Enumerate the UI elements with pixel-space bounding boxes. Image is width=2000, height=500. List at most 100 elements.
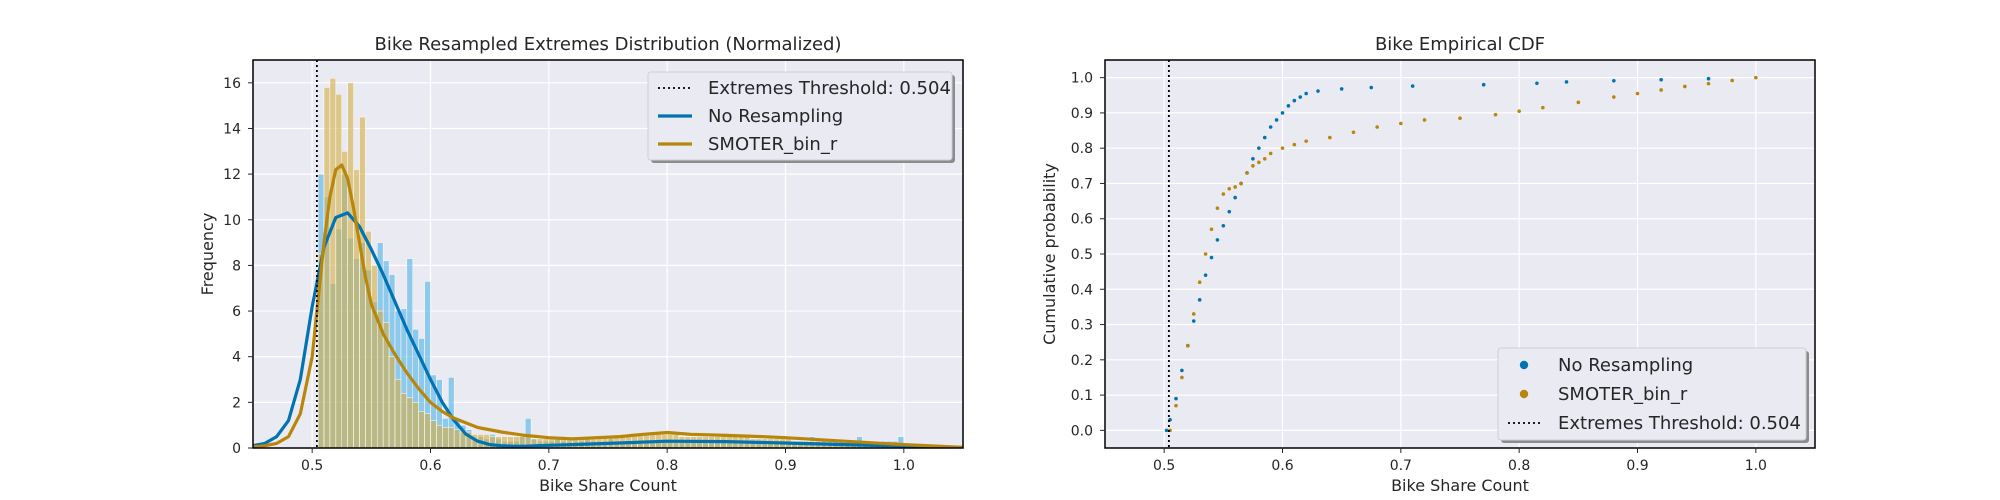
cdf-point	[1268, 125, 1273, 129]
kde-line	[253, 211, 963, 448]
cdf-point	[1180, 375, 1184, 380]
cdf-point	[1576, 100, 1581, 105]
cdf-point	[1458, 116, 1462, 120]
cdf-point	[1493, 112, 1498, 117]
hist-bar	[329, 78, 337, 448]
hist-bar	[442, 427, 449, 448]
x-tick-label: 0.5	[1153, 458, 1175, 474]
legend: Extremes Threshold: 0.504 No Resampling SM…	[647, 71, 955, 163]
cdf-point	[1239, 181, 1243, 186]
cdf-point	[1706, 81, 1711, 86]
cdf-point	[1564, 80, 1569, 84]
y-tick-label: 10	[223, 213, 241, 229]
hist-bar	[323, 87, 331, 448]
hist-bar	[424, 413, 431, 448]
cdf-point	[1683, 84, 1687, 89]
cdf-point	[1535, 81, 1539, 86]
legend-threshold-label: Extremes Threshold: 0.504	[708, 78, 951, 99]
cdf-point	[1227, 186, 1232, 191]
hist-bar	[430, 420, 437, 448]
cdf-point	[1221, 223, 1226, 228]
cdf-point	[1298, 95, 1303, 99]
cdf-point	[1274, 118, 1279, 122]
x-tick-label: 1.0	[1745, 458, 1767, 474]
legend-box	[647, 71, 953, 161]
hist-bar	[347, 82, 354, 448]
chart-title: Bike Empirical CDF	[1375, 34, 1545, 55]
y-tick-label: 14	[223, 121, 241, 137]
hist-bar	[436, 379, 443, 448]
x-tick-label: 0.9	[774, 458, 796, 474]
cdf-point	[1191, 319, 1196, 323]
cdf-point	[1251, 164, 1255, 168]
x-tick-label: 0.5	[301, 458, 323, 474]
cdf-point	[1292, 98, 1297, 103]
cdf-point	[1612, 79, 1616, 83]
cdf-point	[1328, 135, 1332, 140]
legend-series-label: SMOTER_bin_r	[1558, 384, 1688, 405]
x-tick-label: 0.8	[656, 458, 678, 474]
cdf-point	[1280, 146, 1285, 150]
hist-bar	[453, 429, 461, 448]
hist-bar	[371, 265, 378, 448]
cdf-point	[1191, 312, 1196, 316]
hist-bar	[412, 402, 419, 448]
hist-bar	[365, 230, 372, 448]
cdf-point	[1730, 78, 1734, 83]
cdf-point	[1257, 160, 1261, 165]
axes-frame	[252, 59, 964, 449]
cdf-point	[1233, 195, 1237, 200]
cdf-point	[1257, 146, 1261, 150]
cdf-point	[1203, 273, 1208, 277]
cdf-point	[1286, 104, 1291, 108]
kde-line	[253, 163, 963, 448]
y-tick-label: 6	[232, 304, 241, 320]
y-tick-label: 0.7	[1071, 176, 1093, 192]
cdf-point	[1209, 255, 1214, 260]
x-axis-title: Bike Share Count	[539, 476, 677, 495]
y-tick-label: 0.2	[1071, 353, 1093, 369]
y-tick-label: 2	[232, 395, 241, 411]
cdf-point	[1399, 121, 1403, 126]
y-tick-label: 1.0	[1071, 71, 1093, 87]
cdf-point	[1186, 343, 1190, 348]
cdf-point	[1251, 156, 1255, 161]
legend-series-label: No Resampling	[1558, 355, 1693, 376]
cdf-point	[1164, 428, 1169, 433]
cdf-point	[1754, 75, 1758, 80]
cdf-point	[1197, 298, 1202, 302]
hist-bar	[406, 397, 414, 448]
cdf-point	[1339, 87, 1344, 91]
hist-bar	[394, 379, 402, 448]
cdf-point	[1304, 91, 1308, 96]
panel-hist: 0.5 0.6 0.7 0.8 0.9 1.0 0 2 4 6 8 10 12 14 16 Bike Resa…	[198, 34, 964, 495]
x-tick-label: 0.8	[1508, 458, 1530, 474]
cdf-point	[1706, 76, 1711, 81]
cdf-point	[1262, 135, 1267, 140]
cdf-point	[1369, 85, 1374, 90]
cdf-point	[1541, 105, 1545, 110]
y-tick-label: 0.3	[1071, 318, 1093, 334]
hist-bar	[448, 427, 455, 448]
x-tick-label: 0.7	[1390, 458, 1412, 474]
y-tick-label: 8	[232, 258, 241, 274]
x-tick-label: 1.0	[893, 458, 915, 474]
cdf-point	[1174, 396, 1178, 401]
cdf-point	[1221, 192, 1226, 196]
y-tick-label: 0.5	[1071, 247, 1093, 263]
x-tick-label: 0.7	[538, 458, 560, 474]
cdf-point	[1612, 95, 1616, 99]
plot-content	[1164, 75, 1758, 433]
legend-series-label: No Resampling	[708, 106, 843, 127]
cdf-point	[1351, 130, 1356, 135]
hist-bar	[359, 116, 366, 448]
cdf-point	[1215, 238, 1220, 242]
x-axis-title: Bike Share Count	[1391, 476, 1529, 495]
x-tick-label: 0.9	[1626, 458, 1648, 474]
legend-box	[1497, 347, 1807, 441]
y-tick-label: 0.4	[1071, 282, 1093, 298]
cdf-point	[1227, 209, 1232, 214]
legend-series-label: SMOTER_bin_r	[708, 134, 838, 155]
cdf-point	[1659, 77, 1663, 82]
cdf-point	[1233, 185, 1237, 189]
